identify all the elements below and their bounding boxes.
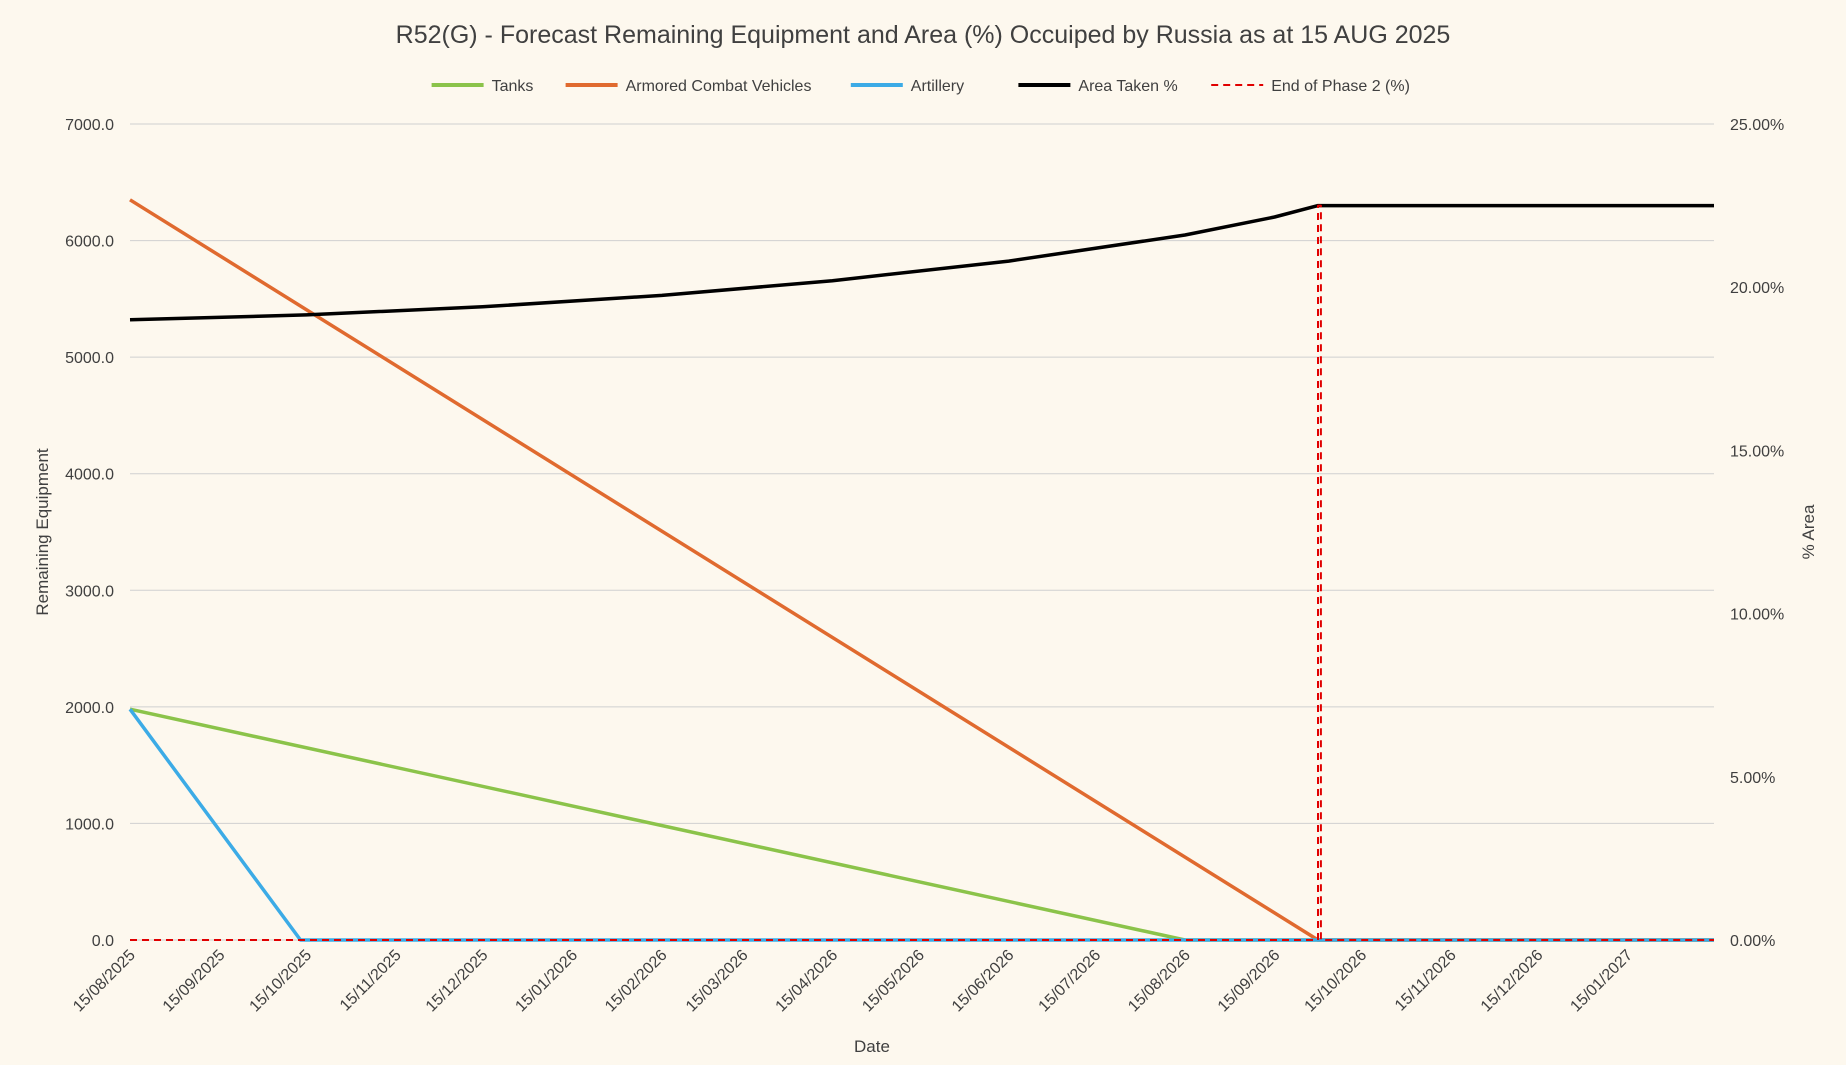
y-tick-label: 3000.0 — [65, 583, 114, 600]
x-tick-label: 15/06/2026 — [949, 947, 1018, 1016]
x-tick-label: 15/08/2026 — [1125, 947, 1194, 1016]
legend-label: End of Phase 2 (%) — [1271, 78, 1410, 95]
legend: Tanks Armored Combat Vehicles Artillery Are… — [431, 78, 1410, 95]
series-line-area-taken — [129, 203, 1714, 322]
x-tick-label: 15/11/2025 — [337, 947, 405, 1015]
x-axis: 15/08/2025 15/09/2025 15/10/2025 15/11/2025… — [70, 947, 1636, 1016]
y2-tick-label: 0.00% — [1730, 933, 1775, 950]
x-tick-label: 15/12/2026 — [1478, 947, 1547, 1016]
gridlines — [130, 123, 1714, 941]
legend-item: Tanks — [431, 78, 534, 95]
series-line-tanks — [129, 707, 1714, 942]
legend-item: End of Phase 2 (%) — [1211, 78, 1410, 95]
y-tick-label: 2000.0 — [65, 700, 114, 717]
series-lines — [128, 198, 1714, 942]
legend-label: Area Taken % — [1078, 78, 1177, 95]
y-tick-label: 0.0 — [92, 933, 114, 950]
x-tick-label: 15/04/2026 — [773, 947, 842, 1016]
x-tick-label: 15/02/2026 — [602, 947, 671, 1016]
legend-item: Armored Combat Vehicles — [565, 78, 812, 95]
x-tick-label: 15/08/2025 — [70, 947, 139, 1016]
y-axis-left: 0.0 1000.0 2000.0 3000.0 4000.0 5000.0 6000.0 7… — [65, 117, 114, 950]
x-tick-label: 15/12/2025 — [423, 947, 492, 1016]
x-tick-label: 15/01/2027 — [1567, 947, 1636, 1016]
y2-tick-label: 25.00% — [1730, 117, 1784, 134]
legend-item: Area Taken % — [1018, 78, 1178, 95]
y-tick-label: 5000.0 — [65, 350, 114, 367]
y2-tick-label: 20.00% — [1730, 280, 1784, 297]
legend-label: Artillery — [911, 78, 964, 95]
x-tick-label: 15/03/2026 — [683, 947, 752, 1016]
y2-tick-label: 15.00% — [1730, 443, 1784, 460]
chart-title: R52(G) - Forecast Remaining Equipment an… — [396, 21, 1451, 49]
y2-tick-label: 5.00% — [1730, 770, 1775, 787]
y-axis-title: Remaining Equipment — [33, 448, 52, 616]
x-tick-label: 15/09/2026 — [1215, 947, 1284, 1016]
series-line-end-of-phase-2 — [130, 204, 1714, 941]
legend-item: Artillery — [850, 78, 964, 95]
x-tick-label: 15/09/2025 — [160, 947, 229, 1016]
x-tick-label: 15/10/2026 — [1302, 947, 1371, 1016]
x-axis-title: Date — [854, 1037, 890, 1056]
y-tick-label: 7000.0 — [65, 117, 114, 134]
x-tick-label: 15/05/2026 — [859, 947, 928, 1016]
y-tick-label: 1000.0 — [65, 816, 114, 833]
x-tick-label: 15/07/2026 — [1036, 947, 1105, 1016]
y-axis-right: 0.00% 5.00% 10.00% 15.00% 20.00% 25.00% — [1730, 117, 1784, 950]
legend-label: Tanks — [492, 78, 534, 95]
x-tick-label: 15/10/2025 — [247, 947, 316, 1016]
series-line-artillery — [128, 708, 1714, 942]
legend-label: Armored Combat Vehicles — [626, 78, 812, 95]
y-tick-label: 4000.0 — [65, 467, 114, 484]
x-tick-label: 15/11/2026 — [1392, 947, 1460, 1015]
x-tick-label: 15/01/2026 — [512, 947, 581, 1016]
y-tick-label: 6000.0 — [65, 234, 114, 251]
y2-axis-title: % Area — [1799, 504, 1818, 559]
y2-tick-label: 10.00% — [1730, 607, 1784, 624]
